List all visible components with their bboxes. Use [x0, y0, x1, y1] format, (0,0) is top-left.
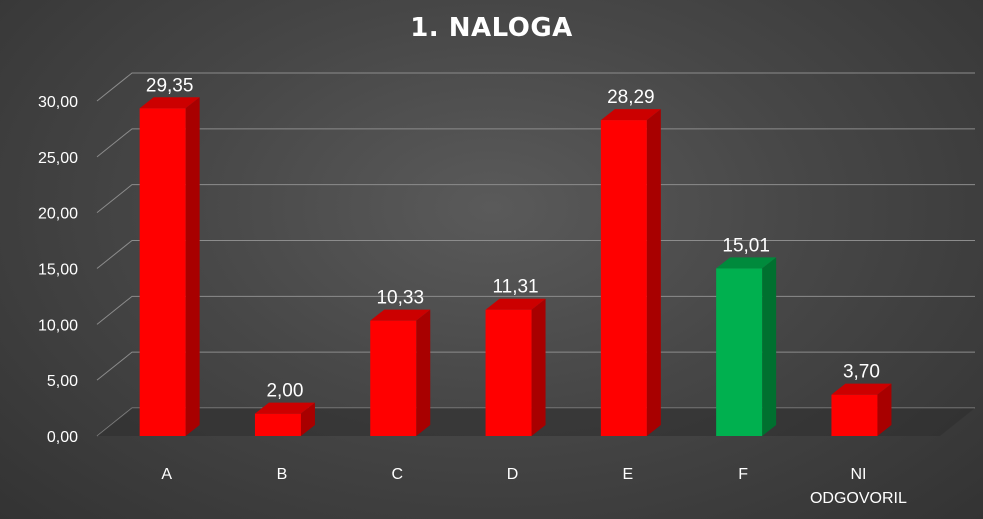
- bar-top: [600, 109, 661, 121]
- bar-side: [762, 257, 777, 436]
- x-tick-label-line: F: [738, 466, 748, 483]
- bar: [254, 402, 315, 436]
- bar-side: [531, 298, 546, 436]
- gridlines: [96, 72, 975, 437]
- x-tick-label-line: NI: [850, 466, 866, 483]
- bar-side: [416, 309, 431, 436]
- bar-top: [831, 383, 892, 395]
- bar-front: [254, 413, 301, 436]
- bar-top: [139, 97, 200, 109]
- bar-side: [646, 109, 661, 436]
- data-label: 28,29: [607, 87, 655, 108]
- gridline: [96, 72, 975, 102]
- x-tick-label-line: B: [277, 466, 288, 483]
- x-tick-label: B: [277, 466, 288, 483]
- bar-top: [254, 402, 315, 414]
- y-tick-label: 0,00: [47, 429, 78, 446]
- bar-front: [600, 120, 647, 436]
- bar: [831, 383, 892, 436]
- x-tick-label-line: ODGOVORIL: [810, 490, 907, 507]
- bar-front: [370, 320, 417, 436]
- x-tick-label: A: [161, 466, 172, 483]
- bar: [370, 309, 431, 436]
- data-label: 29,35: [146, 75, 194, 96]
- gridline: [96, 128, 975, 158]
- bar-front: [831, 394, 878, 436]
- bar-front: [485, 309, 532, 436]
- data-label: 15,01: [722, 235, 770, 256]
- data-label: 10,33: [376, 288, 424, 309]
- x-tick-label: D: [507, 466, 519, 483]
- x-tick-label: E: [623, 466, 634, 483]
- x-tick-label: C: [391, 466, 403, 483]
- y-tick-label: 10,00: [38, 317, 78, 334]
- bar-side: [300, 402, 315, 436]
- bar: [139, 97, 200, 436]
- data-label: 3,70: [843, 362, 880, 383]
- x-tick-label-line: A: [161, 466, 172, 483]
- x-tick-label: F: [738, 466, 748, 483]
- bar-side: [185, 97, 200, 436]
- y-tick-label: 25,00: [38, 150, 78, 167]
- y-tick-label: 15,00: [38, 262, 78, 279]
- chart-title: 1. NALOGA: [410, 13, 573, 43]
- gridline: [96, 240, 975, 269]
- bar-front: [716, 268, 763, 436]
- data-label: 2,00: [266, 381, 303, 402]
- bar: [485, 298, 546, 436]
- data-label: 11,31: [492, 277, 538, 298]
- data-labels: 29,35 2,00 10,33 11,31 28,29 15,01 3,70: [146, 75, 880, 401]
- bar-top: [716, 257, 777, 269]
- y-tick-label: 5,00: [47, 373, 78, 390]
- bar-side: [877, 383, 892, 436]
- gridline: [96, 351, 975, 381]
- x-tick-label-line: C: [391, 466, 403, 483]
- bar: [716, 257, 777, 436]
- bar-top: [485, 298, 546, 310]
- gridline: [96, 184, 975, 214]
- y-tick-label: 30,00: [38, 94, 78, 111]
- x-axis-ticks: A B C D E F NI ODGOVORIL: [161, 466, 907, 507]
- bar: [600, 109, 661, 436]
- y-tick-label: 20,00: [38, 206, 78, 223]
- x-tick-label-line: E: [623, 466, 634, 483]
- y-axis-ticks: 0,00 5,00 10,00 15,00 20,00 25,00 30,00: [38, 94, 78, 446]
- x-tick-label-line: D: [507, 466, 519, 483]
- bar-front: [139, 108, 186, 436]
- bars: [139, 97, 892, 436]
- bar-top: [370, 309, 431, 321]
- x-tick-label: NI ODGOVORIL: [810, 466, 907, 507]
- gridline: [96, 295, 975, 325]
